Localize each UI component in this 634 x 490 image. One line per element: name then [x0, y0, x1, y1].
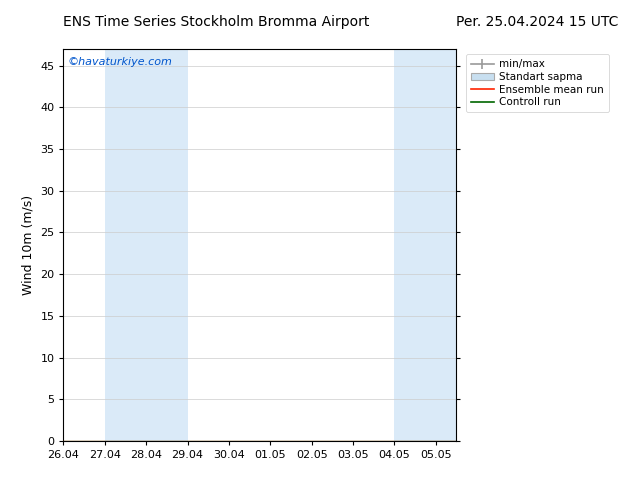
- Legend: min/max, Standart sapma, Ensemble mean run, Controll run: min/max, Standart sapma, Ensemble mean r…: [465, 54, 609, 112]
- Text: ©havaturkiye.com: ©havaturkiye.com: [67, 57, 172, 67]
- Bar: [105, 49, 188, 441]
- Text: Per. 25.04.2024 15 UTC: Per. 25.04.2024 15 UTC: [456, 15, 619, 29]
- Y-axis label: Wind 10m (m/s): Wind 10m (m/s): [22, 195, 35, 295]
- Text: ENS Time Series Stockholm Bromma Airport: ENS Time Series Stockholm Bromma Airport: [63, 15, 370, 29]
- Bar: [394, 49, 456, 441]
